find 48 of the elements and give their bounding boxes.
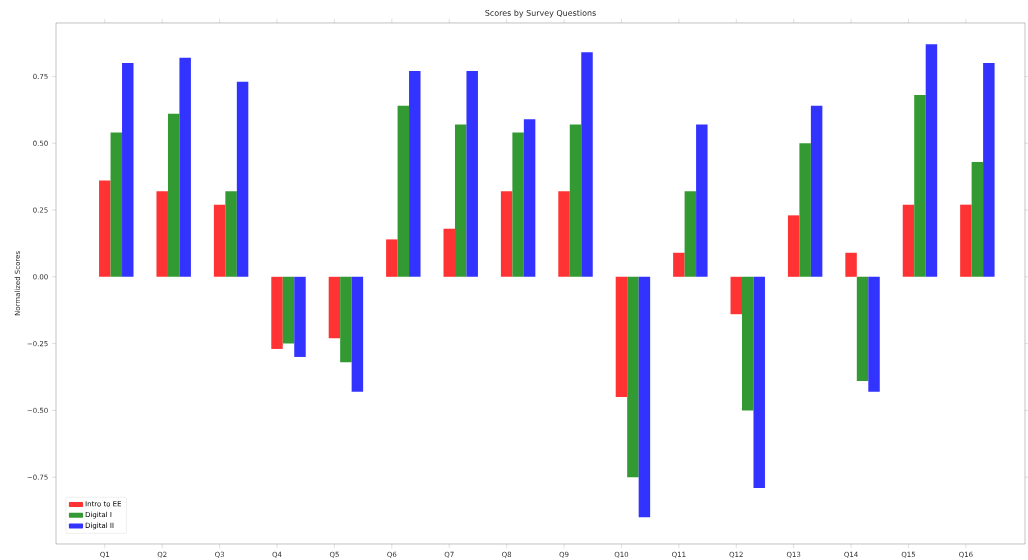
- bar: [466, 71, 478, 277]
- bar: [971, 161, 984, 277]
- bar: [294, 276, 306, 357]
- bar: [730, 276, 742, 315]
- bar: [99, 180, 111, 277]
- bar: [443, 228, 455, 277]
- bar: [558, 191, 570, 277]
- bar: [236, 81, 249, 277]
- bar: [351, 276, 364, 392]
- bar: [512, 132, 524, 277]
- bar: [282, 276, 295, 344]
- bar: [500, 191, 513, 277]
- bar: [122, 63, 134, 277]
- bar: [156, 191, 168, 277]
- bar: [742, 276, 754, 411]
- bar: [615, 276, 628, 398]
- bar: [638, 276, 651, 518]
- bar: [167, 113, 180, 277]
- bar: [581, 52, 593, 277]
- bar: [925, 44, 938, 277]
- bar: [569, 124, 582, 277]
- bar: [328, 276, 341, 339]
- bar: [810, 105, 823, 277]
- bar: [787, 215, 800, 277]
- bar: [856, 276, 869, 381]
- bar: [799, 143, 811, 277]
- bar: [225, 191, 237, 277]
- bar: [627, 276, 639, 478]
- bar: [454, 124, 467, 277]
- bar: [523, 119, 536, 277]
- bar: [213, 204, 226, 277]
- bar: [902, 204, 915, 277]
- bar: [696, 124, 708, 277]
- bar: [110, 132, 123, 277]
- bar: [845, 252, 857, 277]
- bar: [673, 252, 685, 277]
- bar: [271, 276, 283, 349]
- bar: [386, 239, 398, 277]
- bar: [397, 105, 410, 277]
- bar: [914, 95, 926, 277]
- bar: [983, 63, 995, 277]
- bar: [340, 276, 352, 363]
- bar: [868, 276, 880, 392]
- bar: [179, 57, 191, 277]
- bar: [684, 191, 697, 277]
- bar: [409, 71, 421, 277]
- bar: [960, 204, 972, 277]
- bar: [753, 276, 765, 488]
